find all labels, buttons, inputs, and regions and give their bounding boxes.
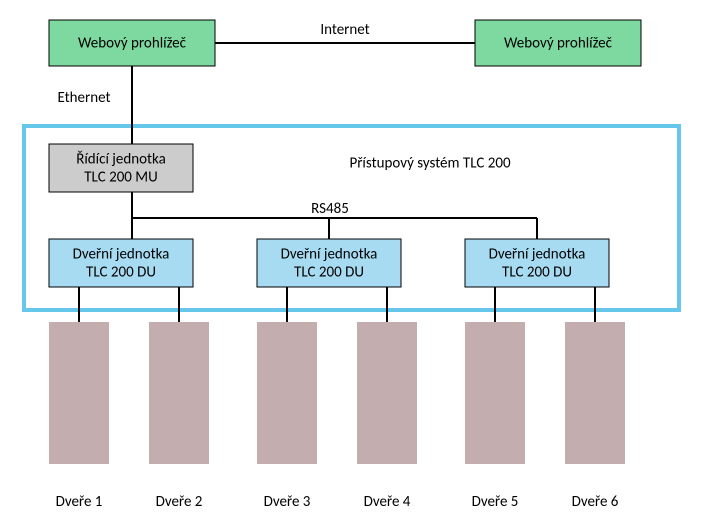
- edge-label: Internet: [320, 21, 369, 39]
- door-label: Dveře 6: [572, 493, 619, 511]
- door-label: Dveře 2: [156, 493, 203, 511]
- door-block: [465, 322, 525, 464]
- door-label: Dveře 3: [264, 493, 311, 511]
- browser-left-box-label: Webový prohlížeč: [78, 35, 187, 53]
- door-block: [149, 322, 209, 464]
- control-unit-box-label1: Řídící jednotka: [76, 151, 166, 169]
- door-unit-1-box-label2: TLC 200 DU: [86, 264, 156, 282]
- door-label: Dveře 4: [364, 493, 411, 511]
- edge-label: Ethernet: [57, 89, 110, 107]
- system-frame-label: Přístupový systém TLC 200: [349, 155, 510, 173]
- system-diagram: Přístupový systém TLC 200 Internet Etherne…: [0, 0, 703, 532]
- door-unit-2-box-label2: TLC 200 DU: [294, 264, 364, 282]
- edge-label: RS485: [311, 200, 349, 218]
- door-label: Dveře 1: [56, 493, 103, 511]
- door-block: [565, 322, 625, 464]
- door-label: Dveře 5: [472, 493, 519, 511]
- door-unit-3-box-label1: Dveřní jednotka: [489, 246, 586, 264]
- door-block: [357, 322, 417, 464]
- door-unit-2-box-label1: Dveřní jednotka: [281, 246, 378, 264]
- browser-right-box-label: Webový prohlížeč: [504, 35, 613, 53]
- door-block: [257, 322, 317, 464]
- door-unit-1-box-label1: Dveřní jednotka: [73, 246, 170, 264]
- door-unit-3-box-label2: TLC 200 DU: [502, 264, 572, 282]
- control-unit-box-label2: TLC 200 MU: [84, 169, 158, 187]
- door-block: [49, 322, 109, 464]
